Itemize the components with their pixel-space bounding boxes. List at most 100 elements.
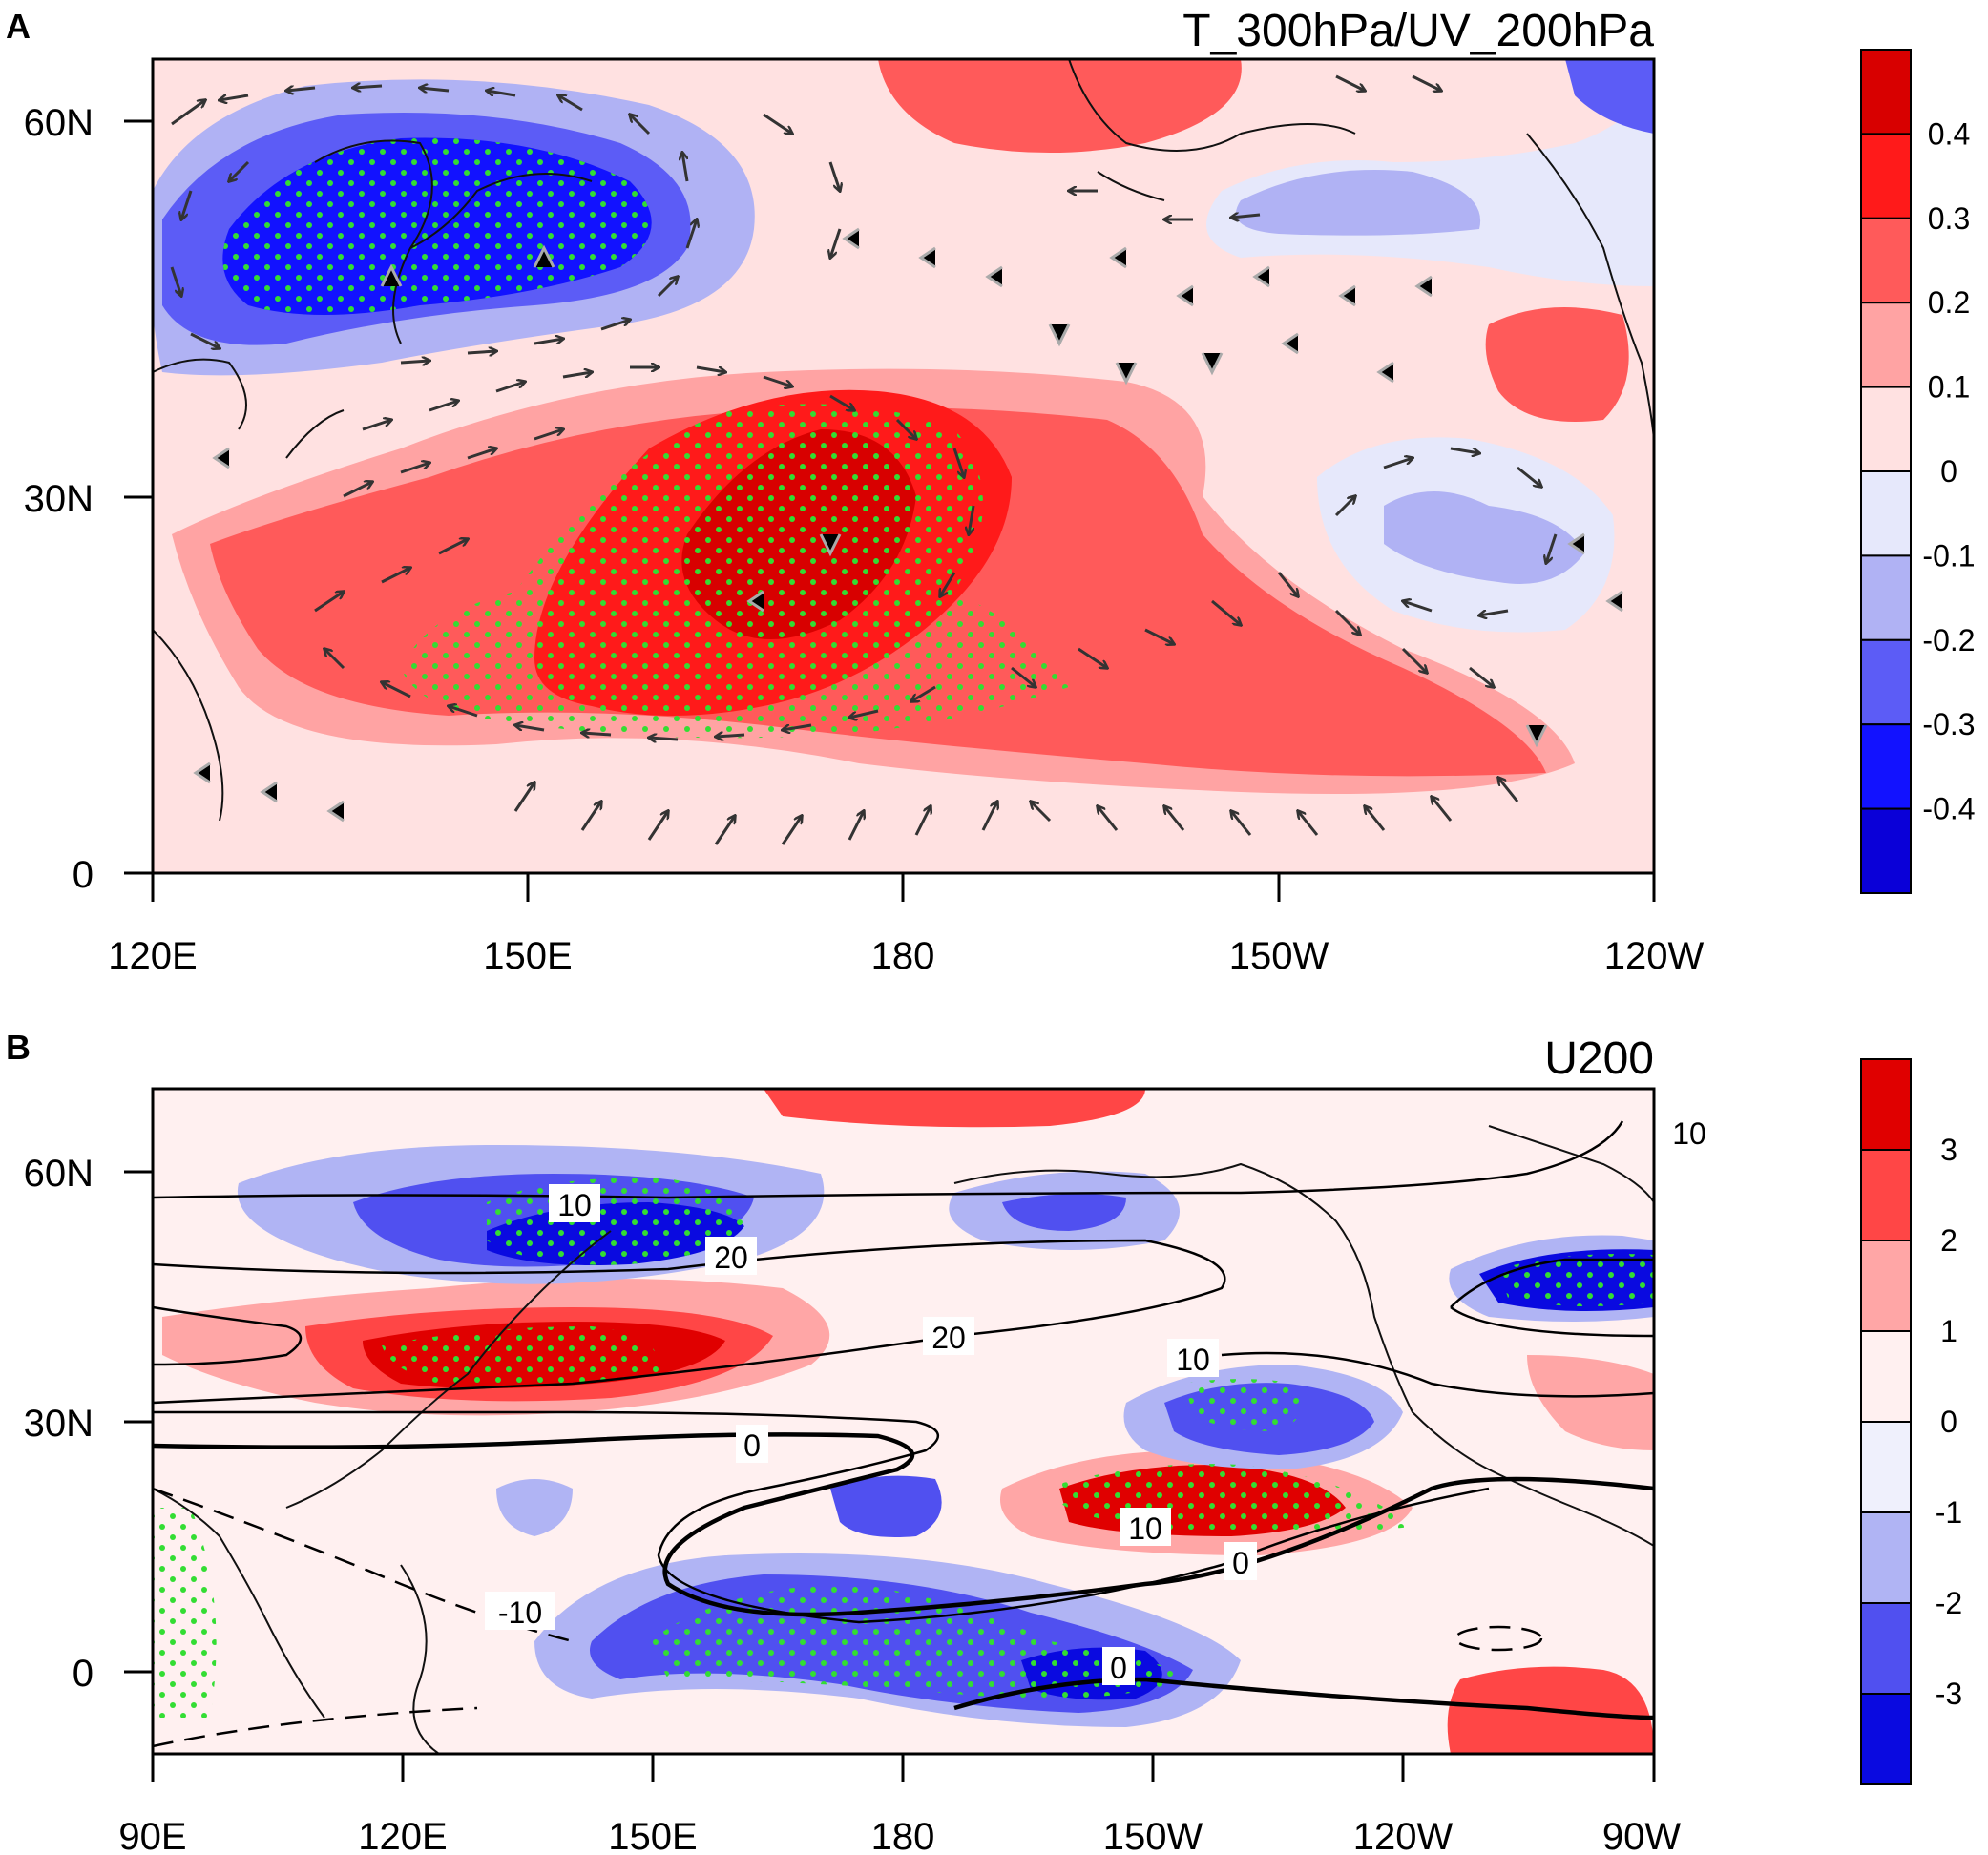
panel-b-ytick-60n: 60N [24, 1153, 94, 1195]
panel-a-xtick-150e: 150E [483, 935, 572, 977]
panel-b-colorbar: 3 2 1 0 -1 -2 -3 [1860, 1058, 1962, 1785]
contour-10-ne [1450, 1258, 1654, 1338]
colorbar-box [1860, 807, 1912, 894]
colorbar-box [1860, 386, 1912, 473]
contour-0-south [953, 1677, 1654, 1720]
contour-label: 10 [1128, 1511, 1162, 1546]
panel-b-ytick-30n: 30N [24, 1403, 94, 1445]
colorbar-label: -0.3 [1922, 707, 1975, 741]
cold-northeast-inner [1236, 170, 1481, 236]
panel-b-map [153, 1089, 1654, 1754]
contour-label: 0 [1110, 1651, 1127, 1685]
panel-b-zero-contours [153, 1432, 1654, 1720]
colorbar-box [1860, 302, 1912, 388]
panel-a-ytick-30n: 30N [24, 478, 94, 520]
warm-east-patch [1485, 307, 1629, 422]
contour-label-box [736, 1425, 768, 1463]
panel-b-contours [153, 1120, 1654, 1624]
contour-neg-small [1454, 1625, 1543, 1652]
panel-b-xtick-90e: 90E [118, 1816, 186, 1855]
stipple-b7 [153, 1508, 217, 1718]
panel-b-contour-labels: 10 20 20 10 10 0 10 0 -10 0 [485, 1113, 1715, 1685]
panel-a-label: A [6, 7, 31, 46]
contour-label-box [923, 1317, 974, 1355]
panel-b-coastline [153, 1125, 1654, 1754]
panel-a-ytick-0: 0 [73, 854, 94, 896]
contour-label: 10 [1176, 1343, 1210, 1377]
panel-b-xtick-120w: 120W [1353, 1816, 1454, 1855]
stipple-cold [222, 137, 652, 315]
colorbar-box [1860, 1602, 1912, 1695]
contour-0-main [153, 1432, 1654, 1617]
colorbar-box [1860, 1149, 1912, 1241]
colorbar-label: -1 [1936, 1495, 1962, 1530]
contour-label-box [1664, 1113, 1715, 1151]
colorbar-box [1860, 1240, 1912, 1332]
contour-label-box [549, 1184, 600, 1222]
colorbar-box [1860, 1058, 1912, 1151]
panel-a-xtick-120e: 120E [108, 935, 197, 977]
panel-b-xtick-150e: 150E [608, 1816, 697, 1855]
colorbar-label: 0 [1940, 454, 1957, 489]
contour-label: 0 [743, 1428, 761, 1463]
panel-a-map [153, 59, 1654, 873]
warm-north-patch [878, 59, 1242, 153]
colorbar-box [1860, 723, 1912, 810]
colorbar-label: 1 [1940, 1314, 1957, 1348]
panel-a-ticks [124, 119, 1656, 902]
panel-a-wind-vectors [170, 74, 1558, 845]
contour-neg10-south [153, 1706, 478, 1748]
colorbar-label: -0.2 [1922, 623, 1975, 657]
colorbar-box [1860, 217, 1912, 304]
u-positive-north [764, 1089, 1145, 1128]
panel-b-title: U200 [1544, 1033, 1654, 1084]
colorbar-box [1860, 638, 1912, 726]
contour-label-box [1224, 1542, 1257, 1580]
panel-b-ticks [124, 1170, 1656, 1782]
colorbar-label: -2 [1936, 1586, 1962, 1620]
contour-label: 10 [557, 1188, 592, 1222]
colorbar-label: 3 [1940, 1133, 1957, 1167]
contour-label: 0 [1232, 1546, 1249, 1580]
panel-b-label: B [6, 1028, 31, 1067]
contour-10-east [1221, 1351, 1654, 1398]
colorbar-box [1860, 1511, 1912, 1604]
colorbar-label: -3 [1936, 1677, 1962, 1711]
colorbar-box [1860, 1330, 1912, 1423]
colorbar-label: -0.4 [1922, 792, 1975, 826]
panel-b-xtick-90w: 90W [1602, 1816, 1681, 1855]
contour-label-box [1167, 1339, 1219, 1377]
cold-east-inner [1384, 491, 1584, 584]
panel-a-title: T_300hPa/UV_200hPa [1182, 6, 1654, 56]
colorbar-box [1860, 49, 1912, 135]
panel-a-xtick-120w: 120W [1604, 935, 1705, 977]
panel-a-wind-vectors-light [193, 227, 1623, 823]
colorbar-label: 0.2 [1928, 285, 1970, 320]
contour-10-mid [153, 1410, 1490, 1624]
panel-b: B U200 [6, 1028, 1962, 1855]
u-negative-small-west [496, 1479, 573, 1536]
stipple-b2 [382, 1326, 660, 1388]
colorbar-label: 0.3 [1928, 201, 1970, 236]
panel-a-coastline [153, 59, 1654, 822]
contour-label-box [485, 1592, 555, 1630]
panel-b-ytick-0: 0 [73, 1653, 94, 1695]
contour-label: -10 [498, 1595, 542, 1630]
stipple-b6 [1183, 1379, 1305, 1431]
colorbar-box [1860, 133, 1912, 219]
panel-a-colorbar: 0.4 0.3 0.2 0.1 0 -0.1 -0.2 -0.3 -0.4 [1860, 49, 1976, 894]
contour-10-north [153, 1120, 1624, 1199]
colorbar-box [1860, 1421, 1912, 1513]
colorbar-label: 2 [1940, 1223, 1957, 1258]
panel-a-ytick-60n: 60N [24, 102, 94, 144]
u-negative-small [830, 1475, 942, 1537]
panel-a-xtick-180: 180 [871, 935, 935, 977]
colorbar-box [1860, 554, 1912, 641]
contour-20 [153, 1239, 1226, 1405]
colorbar-label: -0.1 [1922, 538, 1975, 573]
contour-label: 20 [931, 1321, 966, 1355]
panel-b-xtick-150w: 150W [1103, 1816, 1203, 1855]
contour-20-west [153, 1305, 303, 1366]
contour-label-box [705, 1237, 757, 1275]
colorbar-label: 0 [1940, 1405, 1957, 1439]
